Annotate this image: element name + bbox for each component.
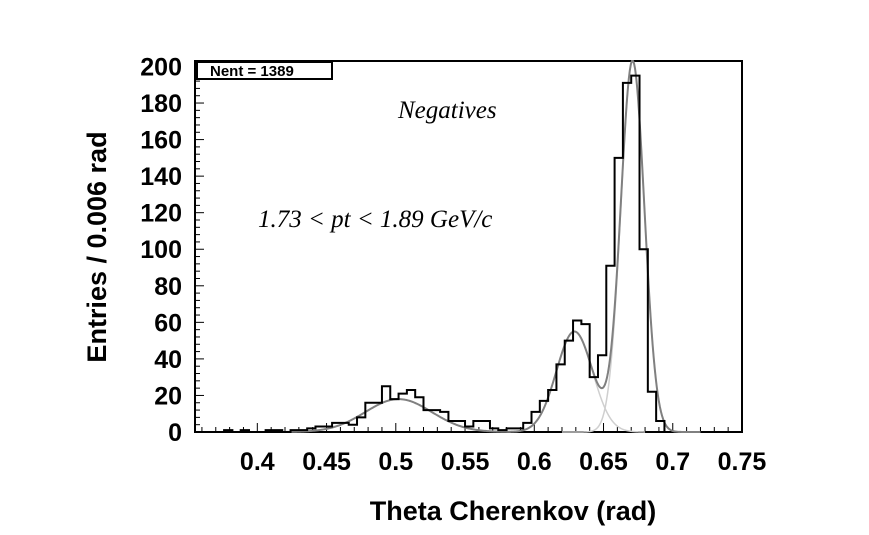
y-tick-label: 20 — [154, 382, 182, 410]
y-tick-label: 180 — [140, 90, 182, 118]
y-tick-label: 80 — [154, 273, 182, 301]
y-tick-label: 60 — [154, 309, 182, 337]
x-tick-label: 0.5 — [378, 448, 413, 476]
y-tick-label: 100 — [140, 236, 182, 264]
x-tick-label: 0.4 — [240, 448, 275, 476]
stats-box: Nent = 1389 — [196, 61, 333, 80]
y-axis-title: Entries / 0.006 rad — [82, 131, 112, 362]
y-tick-label: 140 — [140, 163, 182, 191]
x-tick-label: 0.55 — [441, 448, 490, 476]
axis-ticks — [195, 65, 743, 433]
fit-component-curve — [506, 330, 646, 433]
histogram-outline — [223, 74, 666, 433]
y-tick-label: 200 — [140, 53, 182, 81]
y-tick-label: 40 — [154, 346, 182, 374]
y-tick-label: 120 — [140, 200, 182, 228]
fit-component-curve — [561, 60, 701, 433]
fit-curves — [285, 59, 701, 433]
stats-box-text: Nent = 1389 — [210, 63, 294, 80]
x-tick-label: 0.65 — [579, 448, 628, 476]
x-tick-labels: 0.4 0.45 0.5 0.55 0.6 0.65 0.7 0.75 — [240, 448, 766, 476]
y-tick-label: 0 — [168, 419, 182, 447]
y-tick-label: 160 — [140, 127, 182, 155]
plot-frame — [194, 60, 743, 433]
x-tick-label: 0.75 — [718, 448, 767, 476]
annotation-pt-range: 1.73 < pt < 1.89 GeV/c — [258, 206, 492, 233]
x-tick-label: 0.6 — [517, 448, 552, 476]
y-tick-labels: 0 20 40 60 80 100 120 140 160 180 200 — [140, 53, 182, 447]
fit-total-curve — [285, 59, 701, 433]
x-tick-label: 0.45 — [302, 448, 351, 476]
x-tick-label: 0.7 — [655, 448, 690, 476]
x-axis-title: Theta Cherenkov (rad) — [370, 496, 657, 526]
annotation-charge: Negatives — [397, 97, 497, 124]
